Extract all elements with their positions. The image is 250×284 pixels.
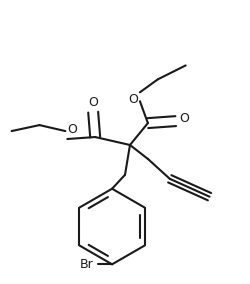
Text: O: O xyxy=(179,112,189,125)
Text: O: O xyxy=(128,93,137,106)
Text: O: O xyxy=(67,123,77,135)
Text: Br: Br xyxy=(79,258,93,271)
Text: O: O xyxy=(88,96,98,109)
